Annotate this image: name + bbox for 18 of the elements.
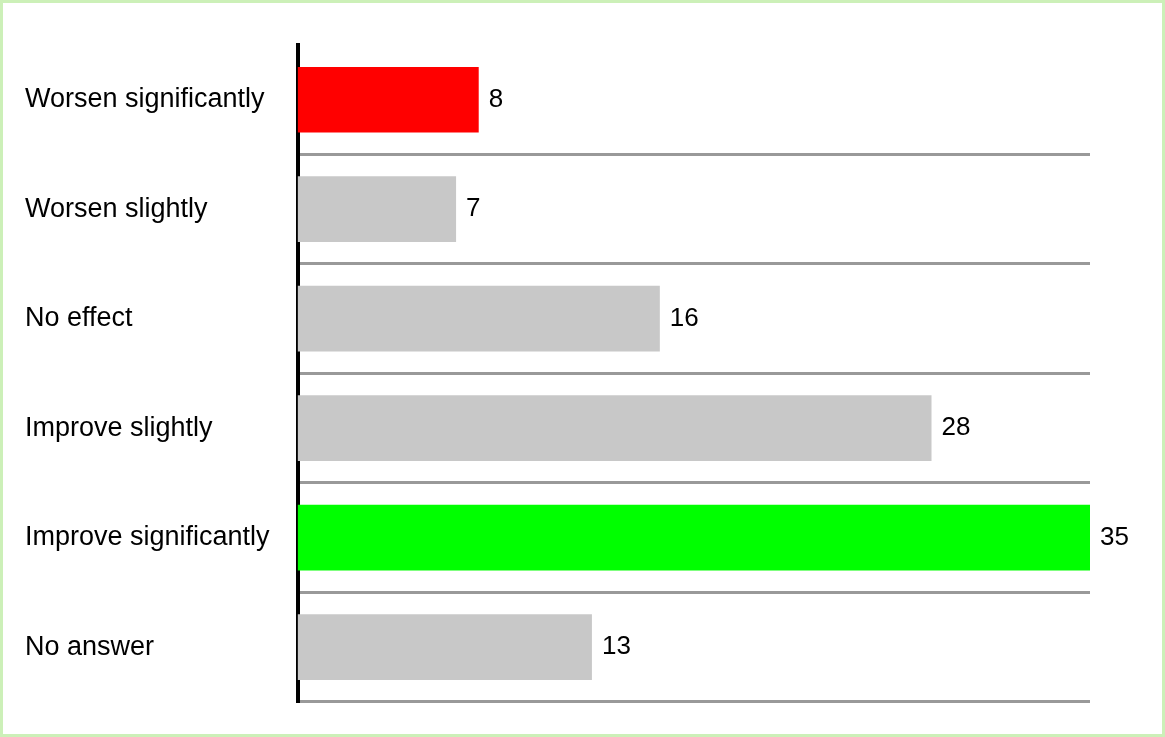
bar [297,66,479,133]
y-tick-label: No answer [25,630,155,661]
bar [297,176,457,243]
y-tick-label: Worsen slightly [25,192,209,223]
bar [297,614,592,680]
data-label: 13 [601,630,631,661]
data-label: 8 [488,82,504,113]
bar [297,504,1090,571]
y-tick-label: Worsen significantly [25,83,266,114]
y-tick-label: Improve significantly [25,521,271,552]
data-label: 7 [466,192,481,223]
data-label: 28 [941,411,971,442]
y-tick-label: Improve slightly [25,411,214,442]
y-tick-label: No effect [25,302,134,333]
data-label: 16 [669,301,699,332]
data-label: 35 [1100,520,1129,551]
bar [297,285,660,352]
bar [297,395,932,461]
